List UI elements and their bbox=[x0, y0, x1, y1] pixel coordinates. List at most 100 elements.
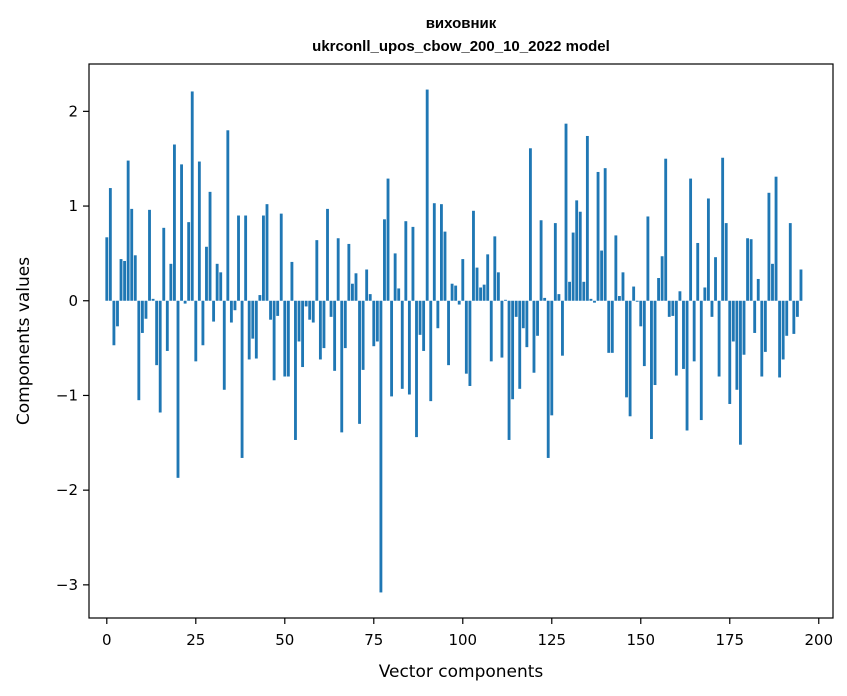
bar bbox=[443, 231, 447, 301]
bar bbox=[276, 300, 280, 316]
bar bbox=[575, 200, 579, 301]
bar bbox=[728, 300, 732, 404]
bar bbox=[333, 300, 337, 371]
bar bbox=[155, 300, 159, 366]
bar bbox=[215, 263, 219, 301]
x-tick-label: 150 bbox=[626, 631, 655, 649]
bar bbox=[539, 220, 543, 301]
y-tick-label: 2 bbox=[68, 102, 78, 120]
bar bbox=[425, 89, 429, 301]
bar bbox=[518, 300, 522, 389]
bar bbox=[795, 300, 799, 317]
bar bbox=[108, 188, 112, 301]
bar bbox=[614, 235, 618, 301]
bar bbox=[301, 300, 305, 368]
x-tick-label: 100 bbox=[448, 631, 477, 649]
bar bbox=[717, 300, 721, 377]
bar bbox=[411, 226, 415, 301]
bar bbox=[585, 135, 589, 301]
bar bbox=[792, 300, 796, 334]
bar bbox=[436, 300, 440, 329]
bar bbox=[550, 300, 554, 416]
bar bbox=[593, 300, 596, 303]
bar bbox=[386, 178, 390, 301]
x-tick-label: 125 bbox=[537, 631, 566, 649]
bar bbox=[706, 198, 710, 301]
bar bbox=[365, 269, 369, 301]
bar bbox=[500, 300, 504, 358]
bar bbox=[650, 300, 653, 440]
bar bbox=[418, 300, 422, 335]
bar bbox=[383, 219, 386, 301]
bar bbox=[229, 300, 233, 323]
bar bbox=[568, 281, 571, 301]
bar bbox=[532, 300, 536, 373]
bar bbox=[635, 300, 639, 302]
bar bbox=[486, 254, 490, 301]
bar bbox=[400, 300, 404, 389]
bar bbox=[607, 300, 611, 353]
y-axis-ticks: −3 −2 −1 0 1 2 bbox=[56, 102, 89, 594]
bar bbox=[472, 210, 475, 301]
bar bbox=[664, 158, 668, 301]
bar bbox=[496, 272, 500, 301]
bar bbox=[379, 300, 383, 593]
bar bbox=[308, 300, 312, 320]
bar bbox=[329, 300, 333, 317]
bar bbox=[233, 300, 237, 311]
bar bbox=[343, 300, 347, 349]
bar bbox=[646, 216, 650, 301]
bar bbox=[190, 91, 194, 301]
bar bbox=[625, 300, 628, 398]
plot-frame bbox=[88, 63, 834, 619]
bar bbox=[582, 281, 586, 301]
bar bbox=[116, 300, 119, 327]
bar bbox=[286, 300, 290, 377]
bar bbox=[450, 283, 454, 301]
bar bbox=[657, 278, 660, 301]
bar bbox=[158, 300, 162, 413]
bar bbox=[678, 291, 682, 301]
bar bbox=[760, 300, 764, 377]
bar bbox=[162, 227, 166, 301]
bar bbox=[311, 300, 315, 323]
bar bbox=[340, 300, 344, 433]
bar bbox=[151, 298, 155, 301]
bar bbox=[468, 300, 472, 386]
bar bbox=[781, 300, 785, 360]
bar bbox=[653, 300, 657, 386]
bar bbox=[361, 300, 365, 370]
bar bbox=[354, 273, 358, 301]
bar bbox=[511, 300, 515, 400]
bar bbox=[724, 223, 728, 301]
bar bbox=[130, 208, 134, 301]
bar bbox=[721, 157, 725, 301]
bar bbox=[205, 246, 208, 301]
bar bbox=[639, 300, 643, 327]
bar bbox=[742, 300, 746, 355]
x-tick-label: 50 bbox=[275, 631, 294, 649]
bar bbox=[553, 223, 557, 301]
bar bbox=[610, 300, 614, 353]
bar bbox=[187, 222, 191, 301]
x-tick-label: 175 bbox=[715, 631, 744, 649]
bar bbox=[596, 171, 600, 301]
bar bbox=[731, 300, 735, 342]
bar bbox=[368, 294, 372, 301]
bar bbox=[571, 232, 575, 301]
bar bbox=[561, 300, 564, 356]
bar bbox=[767, 192, 771, 301]
bar bbox=[578, 211, 582, 301]
bar bbox=[528, 148, 532, 301]
bar bbox=[756, 278, 760, 301]
bar bbox=[479, 287, 483, 301]
bar bbox=[546, 300, 550, 458]
bar bbox=[682, 300, 685, 369]
bar bbox=[475, 267, 479, 301]
bar bbox=[322, 300, 326, 349]
x-tick-label: 200 bbox=[804, 631, 833, 649]
y-tick-label: −1 bbox=[56, 386, 78, 404]
bar bbox=[521, 300, 525, 329]
bar bbox=[429, 300, 433, 402]
